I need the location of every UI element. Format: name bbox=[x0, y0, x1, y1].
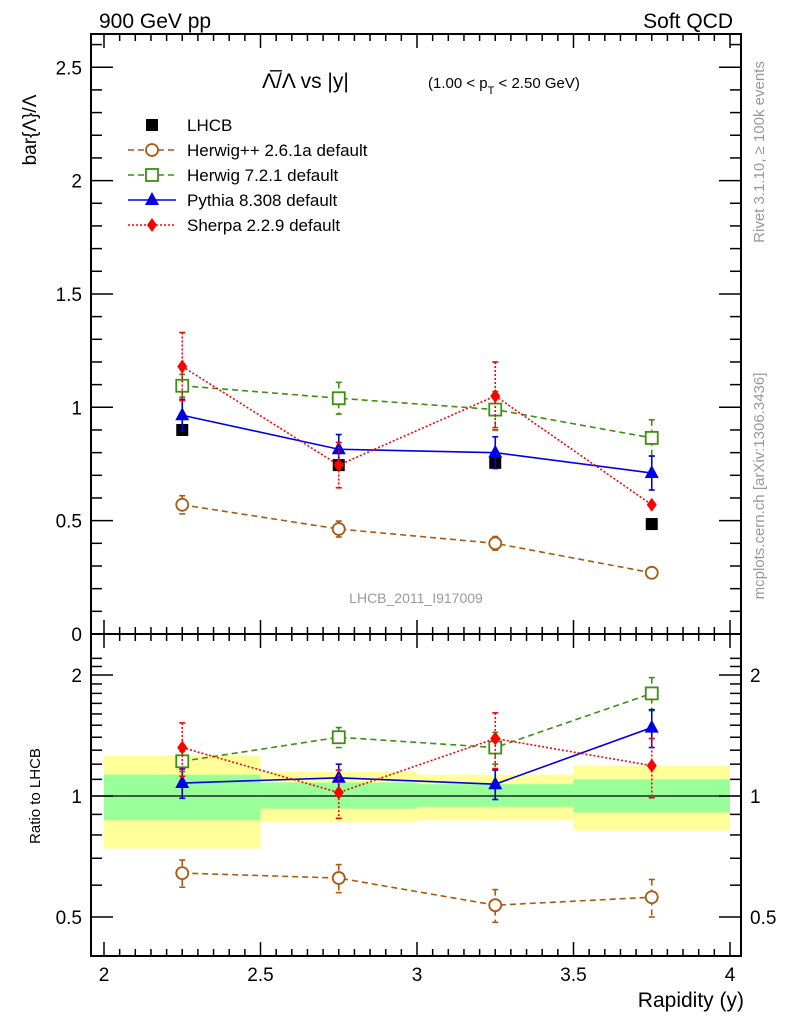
legend-label: LHCB bbox=[187, 116, 232, 135]
data-point bbox=[331, 871, 346, 885]
data-point bbox=[645, 518, 658, 531]
data-point bbox=[331, 391, 346, 406]
legend-item: Pythia 8.308 default bbox=[128, 191, 338, 210]
series-herwig-2-6-1a-default bbox=[175, 494, 659, 580]
data-point bbox=[644, 565, 659, 580]
main-y-tick-label: 2.5 bbox=[56, 58, 82, 79]
legend-label: Herwig++ 2.6.1a default bbox=[187, 141, 368, 160]
main-axes: 0 0.5 1 1.5 2 2.5 bbox=[56, 33, 742, 646]
header-right: Soft QCD bbox=[643, 10, 733, 33]
main-title: Λ̅/Λ vs |y| (1.00 < pT < 2.50 GeV) bbox=[262, 70, 580, 97]
legend-marker bbox=[146, 119, 158, 131]
data-point bbox=[644, 719, 659, 733]
x-tick-label: 2 bbox=[99, 965, 110, 986]
data-point bbox=[175, 407, 190, 421]
series-lhcb bbox=[176, 423, 658, 531]
series-line bbox=[182, 692, 653, 763]
data-point bbox=[331, 730, 346, 745]
data-point bbox=[646, 758, 657, 773]
x-tick-label: 3.5 bbox=[560, 965, 586, 986]
data-point bbox=[644, 686, 659, 701]
series-line bbox=[182, 726, 653, 785]
data-point bbox=[333, 785, 344, 800]
series-line bbox=[182, 384, 652, 439]
series-sherpa-2-2-9-default bbox=[177, 712, 657, 820]
ratio-y-tick-label-left: 1 bbox=[71, 787, 82, 808]
legend-marker bbox=[145, 143, 159, 157]
ratio-y-tick-label-left: 0.5 bbox=[56, 908, 82, 929]
data-point bbox=[488, 444, 503, 458]
main-title-text: Λ̅/Λ vs |y| bbox=[262, 70, 349, 93]
ratio-y-tick-label-right: 2 bbox=[750, 666, 761, 687]
series-herwig-2-6-1a-default bbox=[175, 859, 659, 924]
series-pythia-8-308-default bbox=[175, 398, 659, 491]
legend-marker bbox=[147, 218, 157, 232]
ratio-series bbox=[175, 676, 659, 924]
data-point bbox=[331, 769, 346, 783]
main-y-tick-label: 2 bbox=[71, 172, 82, 193]
data-point bbox=[644, 890, 659, 905]
main-y-tick-label: 1 bbox=[71, 398, 82, 419]
series-line bbox=[182, 414, 652, 474]
series-herwig-7-2-1-default bbox=[175, 373, 659, 457]
x-tick-label: 3 bbox=[412, 965, 423, 986]
data-point bbox=[644, 465, 659, 479]
mcplots-label: mcplots.cern.ch [arXiv:1306.3436] bbox=[751, 373, 768, 600]
series-line bbox=[182, 503, 652, 574]
data-point bbox=[333, 458, 344, 473]
legend-marker bbox=[145, 192, 159, 205]
main-series bbox=[175, 331, 659, 580]
analysis-tag: LHCB_2011_I917009 bbox=[349, 590, 483, 606]
legend-item: Sherpa 2.2.9 default bbox=[128, 216, 340, 235]
xlabel: Rapidity (y) bbox=[638, 989, 744, 1012]
main-y-tick-label: 0 bbox=[71, 625, 82, 646]
data-point bbox=[175, 866, 190, 880]
ratio-ylabel: Ratio to LHCB bbox=[27, 748, 44, 844]
rivet-label: Rivet 3.1.10, ≥ 100k events bbox=[751, 61, 768, 243]
subtitle-subscript: T bbox=[488, 85, 495, 97]
legend-label: Herwig 7.2.1 default bbox=[187, 166, 338, 185]
series-sherpa-2-2-9-default bbox=[177, 331, 657, 512]
data-point bbox=[490, 731, 501, 746]
ratio-bands bbox=[104, 755, 730, 849]
series-line bbox=[182, 872, 652, 906]
subtitle-part-3: < 2.50 GeV) bbox=[494, 75, 579, 92]
data-point bbox=[488, 898, 503, 913]
data-point bbox=[175, 497, 190, 512]
main-y-tick-label: 0.5 bbox=[56, 512, 82, 533]
data-point bbox=[644, 431, 659, 445]
legend-label: Sherpa 2.2.9 default bbox=[187, 216, 340, 235]
ratio-y-tick-label-left: 2 bbox=[71, 666, 82, 687]
data-point bbox=[488, 776, 503, 790]
ratio-frame bbox=[90, 633, 742, 957]
series-line bbox=[182, 737, 652, 794]
legend-label: Pythia 8.308 default bbox=[187, 191, 338, 210]
x-tick-label: 4 bbox=[725, 965, 736, 986]
x-tick-label: 2.5 bbox=[247, 965, 273, 986]
ratio-axes: 2 2.5 3 3.5 4 0.5 0.5 1 1 2 2 bbox=[56, 633, 776, 986]
legend-item: Herwig++ 2.6.1a default bbox=[128, 141, 368, 160]
subtitle-part-1: (1.00 < p bbox=[428, 75, 488, 92]
header-left: 900 GeV pp bbox=[99, 10, 211, 33]
series-line bbox=[181, 365, 653, 506]
legend-item: LHCB bbox=[146, 116, 232, 135]
ratio-y-tick-label-right: 0.5 bbox=[750, 908, 776, 929]
data-point bbox=[177, 740, 188, 755]
data-point bbox=[175, 754, 190, 769]
data-point bbox=[331, 522, 346, 536]
data-point bbox=[490, 388, 501, 403]
main-title-subtitle: (1.00 < pT < 2.50 GeV) bbox=[428, 75, 580, 97]
main-ylabel: bar{Λ}/Λ bbox=[20, 94, 41, 165]
data-point bbox=[646, 497, 657, 512]
legend-marker bbox=[145, 168, 159, 182]
legend: LHCB Herwig++ 2.6.1a default Herwig 7.2.1 … bbox=[128, 116, 368, 235]
data-point bbox=[177, 359, 188, 374]
data-point bbox=[488, 536, 503, 551]
main-y-tick-label: 1.5 bbox=[56, 285, 82, 306]
legend-item: Herwig 7.2.1 default bbox=[128, 166, 338, 185]
data-point bbox=[175, 775, 190, 789]
ratio-y-tick-label-right: 1 bbox=[750, 787, 761, 808]
data-point bbox=[488, 402, 503, 417]
